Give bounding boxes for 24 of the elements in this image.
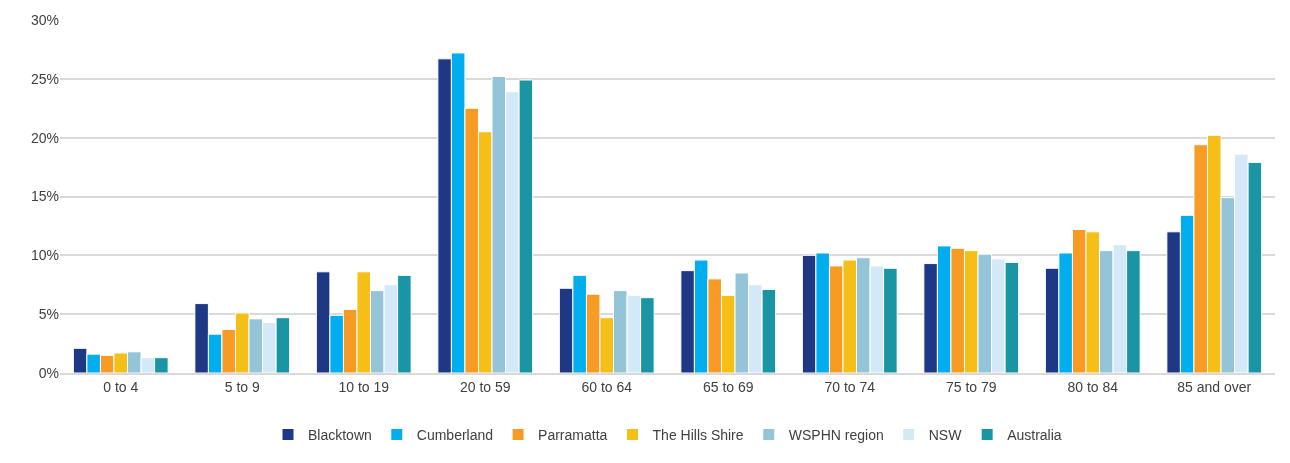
x-tick-label: 20 to 59 (459, 378, 511, 395)
x-tick-label: 65 to 69 (702, 378, 754, 395)
legend-label: Australia (1007, 426, 1062, 443)
x-tick-label: 75 to 79 (945, 378, 997, 395)
legend-label: Parramatta (538, 426, 608, 443)
y-tick-label: 25% (30, 70, 59, 87)
x-tick-label: 85 and over (1177, 378, 1252, 395)
x-tick-label: 60 to 64 (581, 378, 633, 395)
y-tick-label: 15% (30, 188, 59, 205)
legend-label: NSW (928, 426, 963, 443)
x-tick-label: 10 to 19 (338, 378, 390, 395)
legend-label: Cumberland (416, 426, 494, 443)
y-tick-label: 30% (30, 11, 59, 28)
x-tick-label: 0 to 4 (103, 378, 139, 395)
legend-label: WSPHN region (788, 426, 884, 443)
y-tick-label: 20% (30, 129, 59, 146)
y-tick-label: 10% (30, 247, 59, 264)
x-tick-label: 70 to 74 (824, 378, 876, 395)
x-tick-label: 80 to 84 (1067, 378, 1119, 395)
x-tick-label: 5 to 9 (224, 378, 260, 395)
legend-label: Blacktown (308, 426, 372, 443)
y-tick-label: 5% (38, 306, 59, 323)
y-tick-label: 0% (38, 364, 59, 381)
legend-label: The Hills Shire (652, 426, 744, 443)
